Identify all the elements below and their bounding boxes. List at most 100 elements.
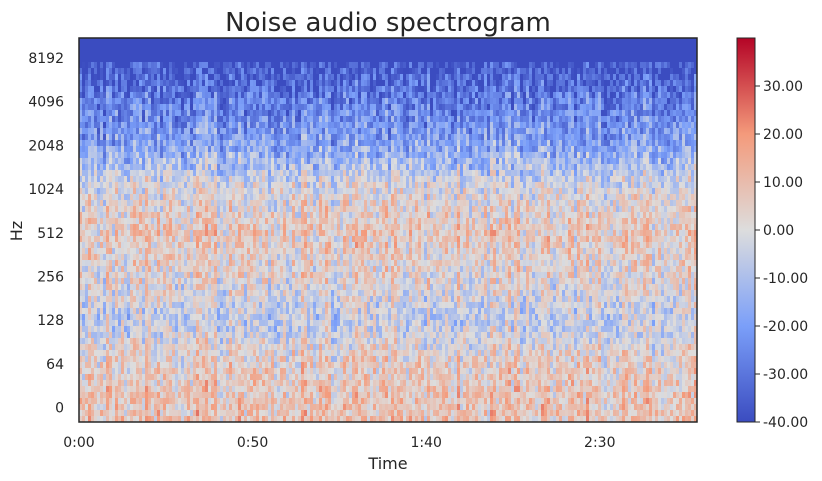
heatmap-cell	[139, 368, 143, 375]
heatmap-cell	[193, 308, 197, 315]
heatmap-cell	[235, 74, 239, 81]
heatmap-cell	[184, 218, 188, 225]
heatmap-cell	[307, 98, 311, 105]
heatmap-cell	[118, 374, 122, 381]
heatmap-cell	[292, 290, 296, 297]
heatmap-cell	[163, 212, 167, 219]
heatmap-cell	[187, 104, 191, 111]
heatmap-cell	[232, 320, 236, 327]
heatmap-cell	[151, 218, 155, 225]
heatmap-cell	[136, 212, 140, 219]
heatmap-cell	[91, 392, 95, 399]
heatmap-cell	[310, 158, 314, 165]
heatmap-cell	[172, 62, 176, 69]
heatmap-cell	[79, 326, 83, 333]
heatmap-cell	[145, 104, 149, 111]
heatmap-cell	[85, 308, 89, 315]
heatmap-cell	[283, 254, 287, 261]
heatmap-cell	[271, 68, 275, 75]
heatmap-cell	[325, 80, 329, 87]
heatmap-cell	[199, 206, 203, 213]
heatmap-cell	[115, 362, 119, 369]
heatmap-cell	[160, 116, 164, 123]
heatmap-cell	[199, 356, 203, 363]
heatmap-cell	[97, 140, 101, 147]
heatmap-cell	[187, 62, 191, 69]
heatmap-cell	[223, 368, 227, 375]
heatmap-cell	[304, 410, 308, 417]
heatmap-cell	[187, 404, 191, 411]
heatmap-cell	[184, 326, 188, 333]
heatmap-cell	[130, 326, 134, 333]
heatmap-cell	[325, 128, 329, 135]
heatmap-cell	[283, 146, 287, 153]
heatmap-cell	[301, 80, 305, 87]
heatmap-cell	[85, 254, 89, 261]
heatmap-cell	[256, 350, 260, 357]
heatmap-cell	[322, 152, 326, 159]
heatmap-cell	[265, 134, 269, 141]
heatmap-cell	[97, 176, 101, 183]
heatmap-cell	[319, 80, 323, 87]
heatmap-cell	[313, 260, 317, 267]
heatmap-cell	[169, 260, 173, 267]
heatmap-cell	[232, 386, 236, 393]
heatmap-cell	[133, 200, 137, 207]
heatmap-cell	[163, 128, 167, 135]
heatmap-cell	[190, 320, 194, 327]
heatmap-cell	[139, 188, 143, 195]
heatmap-cell	[223, 212, 227, 219]
heatmap-cell	[175, 380, 179, 387]
heatmap-cell	[292, 98, 296, 105]
heatmap-cell	[325, 248, 329, 255]
heatmap-cell	[202, 272, 206, 279]
heatmap-cell	[100, 158, 104, 165]
heatmap-cell	[175, 392, 179, 399]
heatmap-cell	[127, 224, 131, 231]
heatmap-cell	[217, 164, 221, 171]
heatmap-cell	[274, 278, 278, 285]
heatmap-cell	[151, 308, 155, 315]
heatmap-cell	[172, 86, 176, 93]
heatmap-cell	[193, 146, 197, 153]
heatmap-cell	[154, 416, 158, 422]
heatmap-cell	[82, 314, 86, 321]
heatmap-cell	[247, 152, 251, 159]
heatmap-cell	[193, 236, 197, 243]
heatmap-cell	[289, 176, 293, 183]
heatmap-cell	[319, 320, 323, 327]
heatmap-cell	[121, 80, 125, 87]
heatmap-cell	[160, 236, 164, 243]
heatmap-cell	[313, 188, 317, 195]
heatmap-cell	[148, 212, 152, 219]
heatmap-cell	[301, 296, 305, 303]
heatmap-cell	[100, 296, 104, 303]
heatmap-cell	[106, 206, 110, 213]
heatmap-cell	[127, 302, 131, 309]
heatmap-cell	[190, 326, 194, 333]
heatmap-cell	[271, 344, 275, 351]
heatmap-cell	[196, 356, 200, 363]
heatmap-cell	[298, 326, 302, 333]
heatmap-cell	[181, 122, 185, 129]
heatmap-cell	[169, 68, 173, 75]
heatmap-cell	[253, 416, 257, 422]
heatmap-cell	[121, 194, 125, 201]
heatmap-cell	[130, 212, 134, 219]
heatmap-cell	[184, 152, 188, 159]
heatmap-cell	[163, 254, 167, 261]
heatmap-cell	[208, 356, 212, 363]
heatmap-cell	[229, 134, 233, 141]
heatmap-cell	[277, 314, 281, 321]
heatmap-cell	[196, 326, 200, 333]
heatmap-cell	[94, 260, 98, 267]
heatmap-cell	[151, 350, 155, 357]
heatmap-cell	[190, 92, 194, 99]
heatmap-cell	[106, 116, 110, 123]
heatmap-cell	[166, 284, 170, 291]
heatmap-cell	[241, 152, 245, 159]
heatmap-cell	[175, 116, 179, 123]
heatmap-cell	[286, 416, 290, 422]
heatmap-cell	[250, 104, 254, 111]
heatmap-cell	[163, 386, 167, 393]
